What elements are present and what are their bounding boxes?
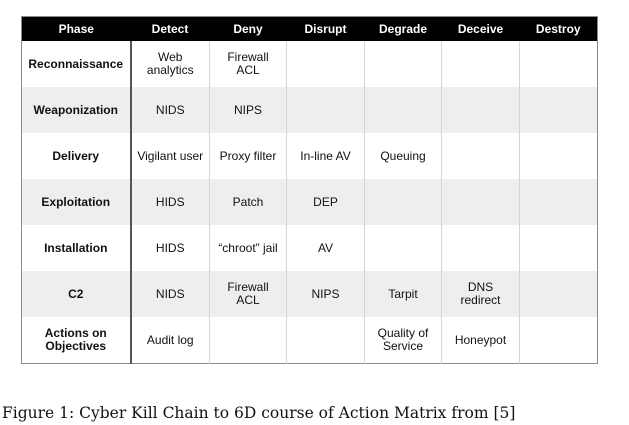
table-body: Reconnaissance Web analytics Firewall AC… (21, 41, 598, 364)
table-cell: In-line AV (286, 133, 365, 179)
header-phase: Phase (21, 16, 131, 41)
table-cell (519, 133, 598, 179)
table-cell (519, 271, 598, 317)
table-cell: Firewall ACL (209, 271, 287, 317)
phase-cell: Weaponization (21, 87, 132, 133)
table-cell (519, 87, 598, 133)
table-cell: NIDS (130, 271, 210, 317)
table-cell: Quality of Service (364, 317, 442, 364)
table-cell: DEP (286, 179, 365, 225)
table-row: Actions on Objectives Audit log Quality … (21, 317, 598, 364)
header-disrupt: Disrupt (286, 16, 365, 41)
table-cell: AV (286, 225, 365, 271)
table-cell (441, 225, 520, 271)
table-cell: Audit log (130, 317, 210, 364)
table-cell: “chroot” jail (209, 225, 287, 271)
table-cell (441, 133, 520, 179)
table-cell (209, 317, 287, 364)
phase-cell: Installation (21, 225, 132, 271)
table-cell: HIDS (130, 225, 210, 271)
header-deny: Deny (209, 16, 287, 41)
table-cell: NIDS (130, 87, 210, 133)
table-cell (441, 87, 520, 133)
phase-cell: C2 (21, 271, 132, 317)
table-cell (364, 87, 442, 133)
table-cell (286, 41, 365, 87)
table-row: Weaponization NIDS NIPS (21, 87, 598, 133)
table-cell (519, 179, 598, 225)
table-cell (441, 41, 520, 87)
header-row: Phase Detect Deny Disrupt Degrade Deceiv… (21, 16, 598, 41)
figure-caption: Figure 1: Cyber Kill Chain to 6D course … (2, 404, 516, 422)
table-header: Phase Detect Deny Disrupt Degrade Deceiv… (21, 16, 598, 41)
table-cell: Tarpit (364, 271, 442, 317)
phase-cell: Reconnaissance (21, 41, 132, 87)
table-cell (441, 179, 520, 225)
table-cell (286, 87, 365, 133)
table-cell: Honeypot (441, 317, 520, 364)
phase-cell: Exploitation (21, 179, 132, 225)
table-row: C2 NIDS Firewall ACL NIPS Tarpit DNS red… (21, 271, 598, 317)
table-cell (286, 317, 365, 364)
table-cell (519, 225, 598, 271)
action-matrix-table: Phase Detect Deny Disrupt Degrade Deceiv… (21, 16, 598, 364)
table-cell: Proxy filter (209, 133, 287, 179)
table-row: Reconnaissance Web analytics Firewall AC… (21, 41, 598, 87)
table-cell: Vigilant user (130, 133, 210, 179)
table-row: Delivery Vigilant user Proxy filter In-l… (21, 133, 598, 179)
table-cell: Queuing (364, 133, 442, 179)
phase-cell: Delivery (21, 133, 132, 179)
table-cell: Web analytics (130, 41, 210, 87)
phase-cell: Actions on Objectives (21, 317, 132, 364)
header-detect: Detect (130, 16, 210, 41)
table-cell: Firewall ACL (209, 41, 287, 87)
table-cell: HIDS (130, 179, 210, 225)
table-cell: NIPS (286, 271, 365, 317)
table-row: Exploitation HIDS Patch DEP (21, 179, 598, 225)
header-degrade: Degrade (364, 16, 442, 41)
table-cell: DNS redirect (441, 271, 520, 317)
table-cell (364, 41, 442, 87)
table-cell: NIPS (209, 87, 287, 133)
table-cell (519, 41, 598, 87)
table-cell: Patch (209, 179, 287, 225)
table-cell (364, 225, 442, 271)
table-cell (364, 179, 442, 225)
header-destroy: Destroy (519, 16, 598, 41)
header-deceive: Deceive (441, 16, 520, 41)
table-cell (519, 317, 598, 364)
table-row: Installation HIDS “chroot” jail AV (21, 225, 598, 271)
